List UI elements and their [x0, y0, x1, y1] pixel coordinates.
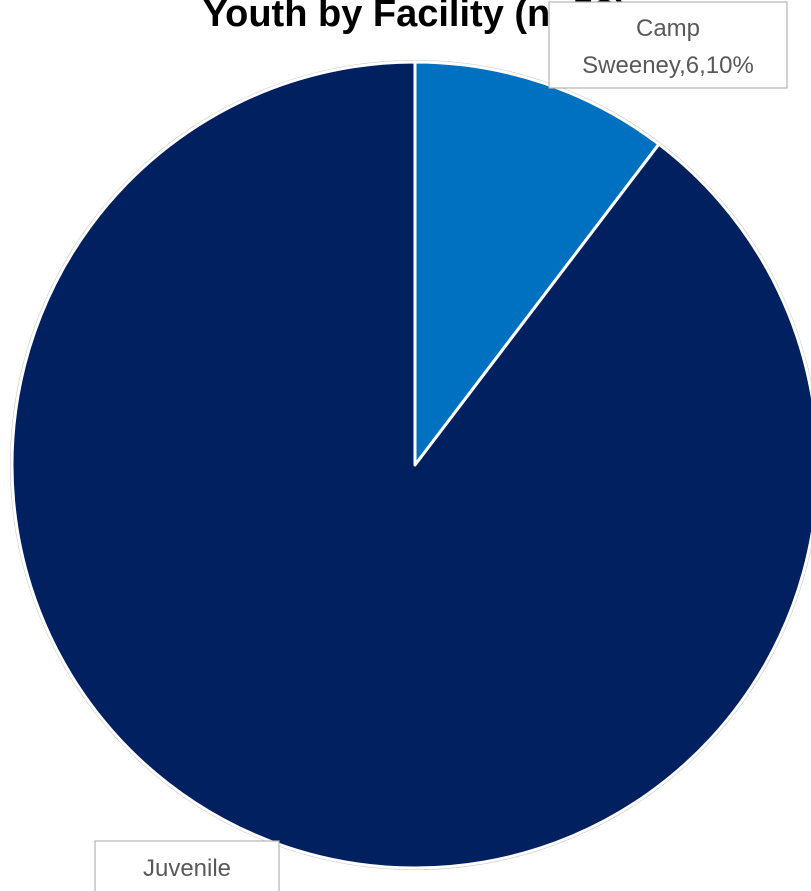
data-labels: Camp Sweeney,6,10% Juvenile — [94, 1, 788, 891]
data-label-text: Sweeney,6,10% — [582, 52, 754, 79]
pie-slice-camp-sweeney — [413, 60, 661, 467]
data-label-text: Camp — [636, 15, 700, 42]
pie-slices — [10, 60, 811, 870]
data-label-text: Juvenile — [143, 855, 231, 882]
data-label: Camp Sweeney,6,10% — [548, 1, 788, 89]
data-label-box — [94, 840, 280, 891]
data-label: Juvenile — [94, 840, 280, 891]
data-label-box — [548, 1, 788, 89]
pie-slice-juvenile — [10, 60, 811, 870]
